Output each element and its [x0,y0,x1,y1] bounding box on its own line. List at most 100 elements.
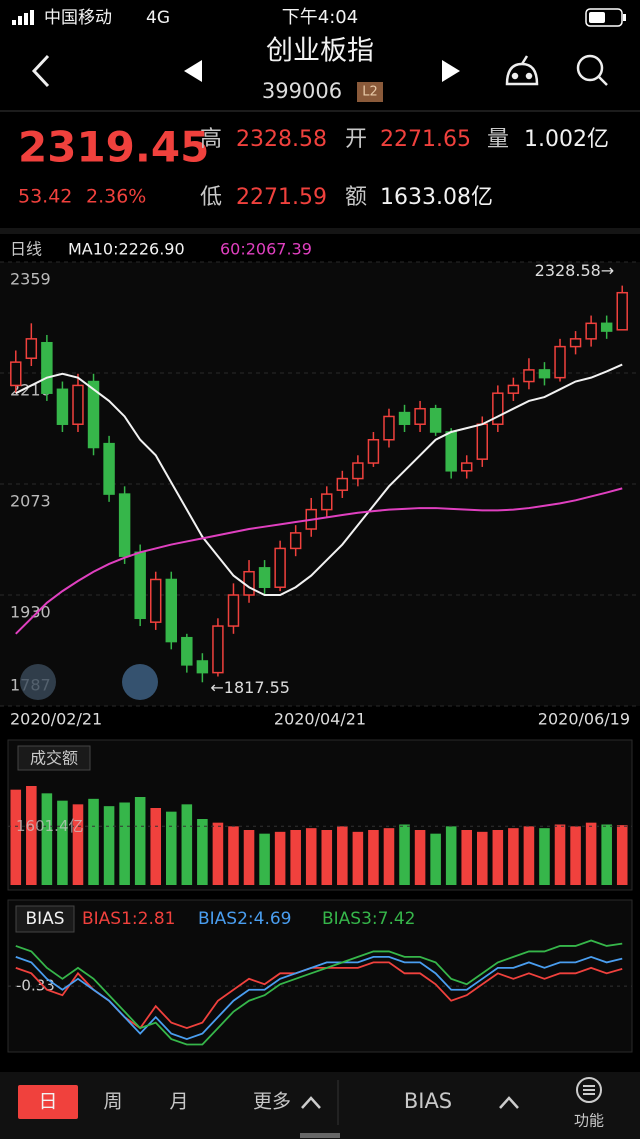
volume-bar [430,833,441,885]
legend-entry: 60:2067.39 [220,240,312,259]
candle-body [538,369,551,379]
network: 4G [146,8,170,28]
candle-body [103,442,115,495]
function-icon[interactable] [576,1077,602,1103]
home-indicator [300,1133,340,1138]
candle-body [523,369,535,383]
candle-body [600,322,613,332]
candle-body [492,392,504,425]
candle-body [507,384,520,394]
y-tick-label: 1601.4亿 [16,817,84,835]
candle-body [460,462,473,472]
legend-entry: BIAS2:4.69 [198,909,292,929]
carrier: 中国移动 [44,8,112,28]
tab-month[interactable]: 月 [169,1091,188,1113]
high-label: 高 [200,127,222,152]
volume-bar [165,811,177,885]
volume-bar [399,824,410,885]
volume-bar [290,830,301,885]
y-tick-label: 1930 [10,603,51,622]
volume-bar [554,824,566,885]
volume-bar [134,797,146,885]
ma-line [15,363,623,596]
volume-bar [539,828,550,885]
back-button[interactable] [31,54,50,88]
volume-bar [508,828,519,885]
volume-bar [445,826,457,885]
charts: 235922162073193017872020/02/212020/04/21… [0,240,640,1046]
candle-body [25,338,38,360]
volume-bar [523,826,535,885]
candle-body [149,578,162,623]
volume-bar [72,804,84,885]
tab-indicator[interactable]: BIAS [404,1089,452,1113]
section-gap [0,228,640,234]
bias-label-bg [15,905,75,933]
volume-bar [383,828,395,885]
volume-bar [414,830,426,885]
candle-body [554,345,566,379]
indicator-chevron[interactable] [499,1096,519,1109]
open-value: 2271.65 [380,127,471,152]
low-label: 低 [200,185,222,210]
candle-body [134,551,146,620]
volume-value: 1.002亿 [524,127,609,152]
y-tick-label: 2359 [10,270,51,289]
candle-body [569,338,582,348]
tab-week[interactable]: 周 [103,1091,122,1113]
last-price: 2319.45 [18,123,209,172]
volume-bar [368,830,379,885]
candle-body [429,407,442,433]
candle-body [398,411,411,425]
index-name: 创业板指 [266,36,374,67]
price-change: 53.42 [18,186,72,208]
volume-bar [119,802,130,885]
x-tick-label: 2020/02/21 [10,710,102,729]
bias-panel [7,899,633,1053]
volume-panel [7,739,633,891]
volume-bar [88,798,99,885]
time: 下午4:04 [282,7,358,28]
candle-body [212,625,224,674]
volume-bar [274,831,286,885]
prev-button[interactable] [184,60,202,82]
candle-body [476,423,489,460]
min-annotation: ←1817.55 [210,678,290,697]
candle-body [352,462,364,480]
battery-icon [585,8,626,27]
volume-panel-label: 成交额 [30,749,78,768]
tab-day-bg[interactable] [18,1085,78,1119]
more-chevron[interactable] [301,1096,321,1109]
tab-bar [0,1072,640,1139]
tab-function[interactable]: 功能 [574,1112,604,1130]
volume-bar [601,824,612,885]
candle-body [196,660,209,674]
divider [0,110,640,112]
candle-body [87,380,100,449]
search-icon[interactable] [576,54,608,86]
max-annotation: 2328.58→ [535,261,615,280]
expand-button [122,664,158,700]
overlay-button [20,664,56,700]
ma-line [15,487,623,635]
volume-bar [461,830,473,885]
bias-line [15,955,623,1041]
volume-bar [181,804,193,885]
legend-entry: BIAS1:2.81 [82,909,176,929]
badge-bg [357,82,383,102]
volume-bar [26,786,37,885]
volume-bar [259,833,270,885]
amount-label: 额 [345,185,367,210]
volume-bar [150,808,162,885]
next-button[interactable] [442,60,460,82]
y-tick-label: 2073 [10,492,51,511]
tab-more[interactable]: 更多 [253,1091,291,1113]
candle-body [227,594,240,627]
candle-body [321,493,333,511]
volume-bar [352,831,364,885]
robot-icon[interactable] [505,55,539,86]
price-change-pct: 2.36% [86,186,146,208]
tab-day[interactable]: 日 [38,1091,57,1113]
volume-bar [41,793,53,885]
open-label: 开 [345,127,367,152]
